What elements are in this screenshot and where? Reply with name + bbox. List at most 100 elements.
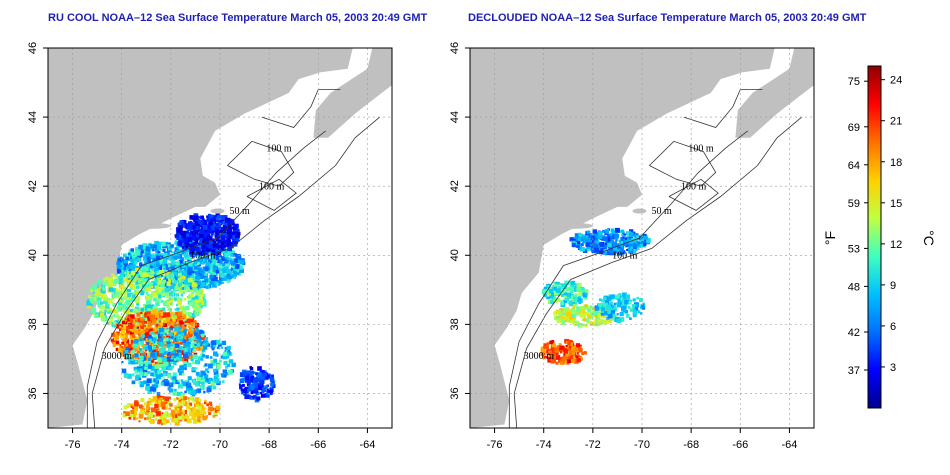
sst-pixel: [225, 365, 229, 369]
sst-pixel: [578, 232, 582, 236]
sst-pixel: [576, 312, 580, 316]
sst-pixel: [127, 288, 131, 293]
sst-pixel: [566, 346, 570, 349]
sst-pixel: [136, 289, 139, 292]
sst-pixel: [573, 286, 578, 291]
sst-pixel: [185, 245, 189, 249]
sst-pixel: [175, 379, 180, 384]
sst-pixel: [158, 288, 163, 293]
sst-pixel: [111, 301, 114, 304]
sst-pixel: [145, 417, 149, 421]
sst-pixel: [161, 255, 165, 259]
sst-pixel: [550, 353, 553, 357]
sst-pixel: [210, 382, 215, 387]
sst-pixel: [130, 410, 135, 414]
sst-pixel: [216, 215, 222, 220]
sst-pixel: [121, 333, 124, 336]
sst-pixel: [243, 372, 249, 378]
sst-pixel: [188, 352, 192, 355]
sst-pixel: [150, 352, 156, 358]
y-tick-label: 42: [27, 180, 39, 192]
sst-pixel: [175, 340, 180, 344]
sst-pixel: [607, 319, 612, 324]
sst-pixel: [239, 259, 245, 264]
sst-pixel: [622, 292, 627, 298]
sst-pixel: [130, 253, 134, 257]
sst-pixel: [222, 268, 227, 273]
sst-pixel: [146, 294, 150, 297]
sst-pixel: [598, 302, 602, 307]
sst-pixel: [124, 306, 128, 310]
sst-pixel: [597, 303, 600, 306]
sst-pixel: [202, 236, 207, 241]
sst-pixel: [605, 229, 609, 234]
sst-pixel: [115, 340, 120, 345]
sst-pixel: [198, 256, 201, 260]
sst-pixel: [202, 302, 207, 307]
sst-pixel: [175, 285, 179, 289]
sst-pixel: [157, 252, 160, 256]
sst-pixel: [250, 372, 253, 376]
sst-pixel: [236, 267, 240, 271]
sst-pixel: [213, 358, 218, 363]
sst-pixel: [119, 344, 122, 347]
sst-pixel: [583, 351, 587, 355]
sst-pixel: [173, 388, 177, 392]
sst-pixel: [614, 295, 619, 299]
sst-pixel: [202, 378, 208, 383]
sst-pixel: [145, 252, 148, 255]
sst-pixel: [136, 285, 140, 289]
sst-pixel: [163, 361, 169, 367]
sst-pixel: [573, 347, 578, 352]
sst-pixel: [587, 247, 591, 251]
sst-pixel: [160, 283, 165, 287]
sst-pixel: [138, 404, 143, 409]
sst-pixel: [224, 354, 230, 359]
sst-pixel: [138, 413, 144, 419]
sst-pixel: [118, 347, 123, 352]
sst-pixel: [153, 399, 157, 403]
sst-pixel: [563, 310, 567, 314]
sst-pixel: [613, 246, 617, 251]
sst-pixel: [205, 219, 209, 222]
sst-pixel: [148, 364, 152, 369]
sst-pixel: [222, 369, 227, 374]
sst-pixel: [182, 335, 186, 339]
sst-pixel: [115, 307, 118, 310]
sst-pixel: [180, 310, 186, 316]
sst-pixel: [190, 387, 194, 391]
sst-pixel: [191, 328, 194, 331]
sst-pixel: [188, 241, 192, 245]
sst-pixel: [130, 342, 134, 345]
sst-pixel: [114, 309, 119, 314]
sst-pixel: [612, 313, 616, 318]
sst-pixel: [166, 312, 171, 317]
sst-pixel: [143, 338, 146, 341]
sst-pixel: [146, 299, 151, 304]
sst-pixel: [178, 270, 183, 275]
sst-pixel: [123, 411, 126, 414]
sst-pixel: [149, 293, 153, 298]
sst-pixel: [584, 292, 588, 296]
sst-pixel: [125, 274, 128, 278]
contour-label: 3000 m: [102, 351, 133, 362]
sst-pixel: [219, 229, 223, 233]
sst-pixel: [175, 414, 179, 418]
sst-pixel: [105, 318, 108, 321]
sst-pixel: [204, 399, 207, 402]
sst-pixel: [565, 344, 568, 347]
sst-pixel: [169, 268, 172, 272]
sst-pixel: [226, 263, 231, 267]
sst-pixel: [610, 306, 614, 310]
sst-pixel: [253, 371, 256, 374]
sst-pixel: [117, 258, 122, 263]
sst-pixel: [144, 321, 148, 324]
sst-pixel: [181, 313, 184, 316]
sst-pixel: [125, 319, 128, 323]
y-tick-label: 46: [449, 42, 461, 54]
sst-pixel: [194, 289, 198, 294]
sst-pixel: [183, 252, 189, 258]
sst-pixel: [607, 236, 612, 242]
sst-pixel: [592, 310, 598, 316]
sst-pixel: [198, 241, 203, 245]
